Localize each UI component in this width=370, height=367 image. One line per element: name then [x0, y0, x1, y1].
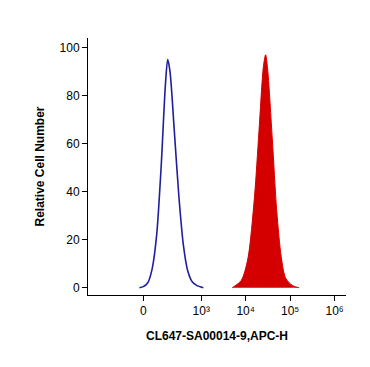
- svg-text:CL647-SA00014-9,APC-H: CL647-SA00014-9,APC-H: [146, 329, 288, 343]
- svg-text:100: 100: [60, 41, 80, 55]
- svg-text:10⁴: 10⁴: [236, 304, 255, 318]
- svg-text:40: 40: [66, 185, 80, 199]
- svg-text:20: 20: [66, 233, 80, 247]
- svg-text:60: 60: [66, 137, 80, 151]
- svg-text:10³: 10³: [193, 304, 210, 318]
- svg-text:10⁶: 10⁶: [325, 304, 343, 318]
- svg-text:80: 80: [66, 89, 80, 103]
- svg-text:0: 0: [140, 304, 147, 318]
- svg-text:Relative Cell Number: Relative Cell Number: [33, 106, 47, 226]
- svg-text:10⁵: 10⁵: [281, 304, 299, 318]
- svg-text:0: 0: [73, 281, 80, 295]
